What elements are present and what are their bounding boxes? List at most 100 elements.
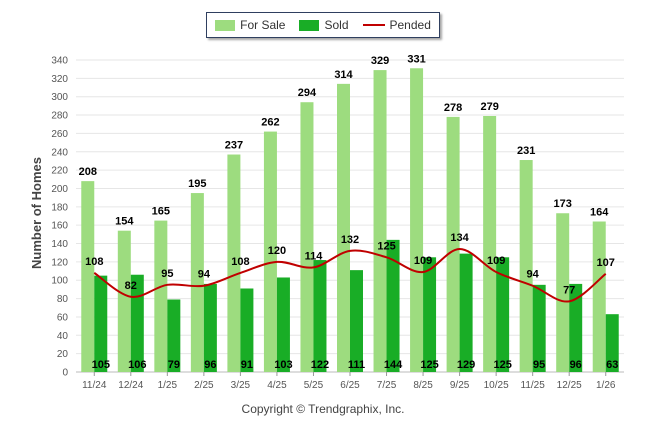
bar-for-sale <box>483 115 497 372</box>
data-label-for-sale: 262 <box>261 117 279 129</box>
x-tick-label: 1/26 <box>596 380 616 391</box>
data-label-sold: 106 <box>128 359 146 371</box>
y-axis-ticks: 0 20 40 60 80 100 120 140 160 180 200 220 240 260 280 3… <box>51 56 68 379</box>
bar-for-sale <box>154 220 168 372</box>
data-label-sold: 63 <box>606 359 618 371</box>
bar-sold <box>276 277 290 372</box>
x-tick-label: 12/25 <box>557 380 582 391</box>
legend-label-pended: Pended <box>389 18 431 32</box>
data-label-sold: 122 <box>311 359 329 371</box>
y-tick-label: 40 <box>57 331 69 342</box>
y-tick-label: 140 <box>51 239 68 250</box>
data-label-for-sale: 231 <box>517 145 535 157</box>
data-label-sold: 91 <box>241 359 253 371</box>
data-label-sold: 125 <box>493 359 511 371</box>
data-label-sold: 95 <box>533 359 545 371</box>
bar-sold <box>130 274 144 372</box>
data-label-sold: 79 <box>168 359 180 371</box>
bar-for-sale <box>300 102 314 372</box>
legend-item-pended[interactable]: Pended <box>362 18 431 32</box>
data-label-pended: 107 <box>597 257 615 269</box>
y-tick-label: 0 <box>62 368 68 379</box>
x-tick-label: 3/25 <box>231 380 251 391</box>
bar-sold <box>532 284 546 372</box>
data-label-for-sale: 314 <box>334 69 353 81</box>
y-tick-label: 20 <box>57 349 69 360</box>
bar-sold <box>386 239 400 372</box>
data-label-sold: 144 <box>384 359 403 371</box>
data-labels: 208 105 154 106 165 79 195 96 237 91 262 103 294 122 3… <box>79 53 619 371</box>
data-label-for-sale: 208 <box>79 166 97 178</box>
bar-for-sale <box>410 68 424 373</box>
bar-sold <box>350 270 363 372</box>
legend-swatch-for-sale <box>215 19 236 31</box>
y-tick-label: 60 <box>57 312 69 323</box>
copyright-text: Copyright © Trendgraphix, Inc. <box>241 402 405 416</box>
bar-for-sale <box>592 221 606 372</box>
data-label-pended: 94 <box>198 269 211 281</box>
bar-for-sale <box>337 83 350 372</box>
data-label-sold: 96 <box>204 359 216 371</box>
bar-for-sale <box>519 160 533 372</box>
bar-sold <box>313 260 327 372</box>
bar-sold <box>605 314 619 372</box>
x-tick-label: 10/25 <box>484 380 509 391</box>
y-tick-label: 100 <box>51 276 68 287</box>
data-label-for-sale: 278 <box>444 102 462 114</box>
bar-sold <box>496 257 510 372</box>
data-label-pended: 125 <box>377 240 395 252</box>
data-label-sold: 96 <box>570 359 582 371</box>
data-label-pended: 108 <box>231 256 249 268</box>
y-tick-label: 320 <box>51 74 68 85</box>
y-axis-label: Number of Homes <box>29 157 44 269</box>
bar-for-sale <box>227 154 241 372</box>
data-label-sold: 105 <box>92 359 110 371</box>
bar-sold <box>203 283 217 372</box>
x-tick-label: 9/25 <box>450 380 470 391</box>
y-tick-label: 180 <box>51 202 68 213</box>
legend-label-sold: Sold <box>324 18 349 32</box>
y-tick-label: 340 <box>51 56 68 67</box>
data-label-pended: 132 <box>341 234 359 246</box>
data-label-pended: 94 <box>527 269 540 281</box>
x-tick-label: 6/25 <box>340 380 360 391</box>
y-tick-label: 200 <box>51 184 68 195</box>
x-tick-label: 11/25 <box>521 380 546 391</box>
pended-line-layer <box>93 248 607 303</box>
legend-swatch-pended <box>362 24 385 26</box>
x-tick-label: 7/25 <box>377 380 397 391</box>
bar-for-sale <box>263 131 277 372</box>
bar-for-sale <box>373 70 387 372</box>
data-label-sold: 125 <box>420 359 438 371</box>
legend-label-for-sale: For Sale <box>240 18 286 32</box>
legend-item-for-sale[interactable]: For Sale <box>215 18 285 32</box>
bar-sold <box>423 257 437 372</box>
bar-for-sale <box>556 213 570 372</box>
data-label-pended: 108 <box>85 256 103 268</box>
x-tick-label: 8/25 <box>413 380 433 391</box>
data-label-for-sale: 173 <box>554 198 572 210</box>
bar-sold <box>459 253 473 372</box>
data-label-for-sale: 279 <box>480 101 498 113</box>
data-label-for-sale: 164 <box>590 207 609 219</box>
data-label-sold: 129 <box>457 359 475 371</box>
y-tick-label: 240 <box>51 147 68 158</box>
data-label-for-sale: 331 <box>407 53 425 65</box>
bar-sold <box>240 288 254 372</box>
pended-line <box>93 248 607 303</box>
x-tick-label: 4/25 <box>267 380 287 391</box>
legend-swatch-sold <box>299 19 320 31</box>
data-label-pended: 95 <box>161 268 173 280</box>
x-tick-label: 11/24 <box>82 380 107 391</box>
y-tick-label: 220 <box>51 166 68 177</box>
bar-for-sale <box>446 116 460 372</box>
data-label-sold: 103 <box>274 359 292 371</box>
legend-item-sold[interactable]: Sold <box>299 18 349 32</box>
data-label-for-sale: 195 <box>188 178 206 190</box>
y-tick-label: 160 <box>51 221 68 232</box>
data-label-pended: 77 <box>563 284 575 296</box>
data-label-pended: 109 <box>487 255 505 267</box>
bar-sold <box>569 283 583 372</box>
y-tick-label: 120 <box>51 257 68 268</box>
